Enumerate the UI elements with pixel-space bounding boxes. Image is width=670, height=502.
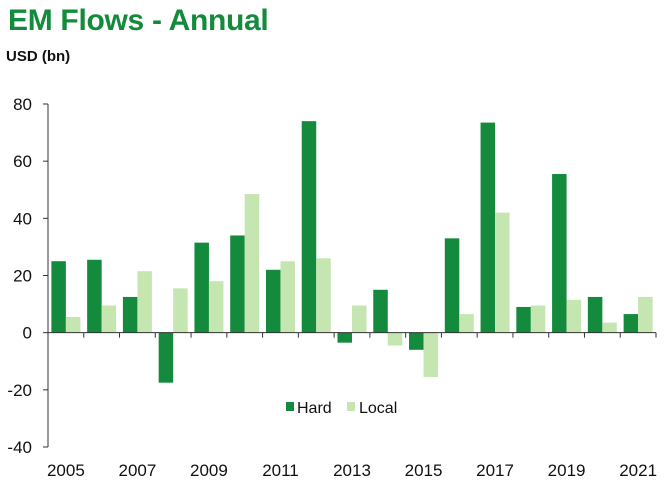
legend: Hard Local	[286, 400, 397, 417]
y-tick-label: -40	[7, 438, 32, 457]
bar-hard-2011	[265, 269, 281, 333]
bar-local-2018	[530, 305, 546, 333]
x-tick-label: 2009	[190, 461, 228, 480]
bar-hard-2008	[158, 332, 174, 383]
bar-local-2016	[459, 314, 474, 333]
legend-label-local: Local	[359, 400, 397, 417]
x-tick-label: 2007	[118, 461, 156, 480]
bar-local-2005	[65, 316, 81, 333]
bar-hard-2012	[301, 121, 317, 333]
bars-layer	[51, 121, 653, 383]
bar-hard-2009	[194, 242, 209, 333]
bar-local-2014	[387, 332, 403, 346]
bar-local-2007	[137, 271, 152, 333]
bar-hard-2017	[480, 122, 496, 333]
bar-hard-2016	[444, 238, 460, 333]
bar-hard-2013	[337, 332, 352, 343]
bar-hard-2006	[87, 259, 102, 333]
y-tick-label: 20	[13, 267, 32, 286]
bar-local-2008	[173, 288, 188, 333]
x-ticks-layer: 2005 2007 2009 2011 2013 2015 2017 2019 2021	[47, 332, 657, 480]
bar-local-2021	[638, 296, 653, 333]
legend-label-hard: Hard	[297, 400, 332, 417]
legend-swatch-local	[347, 402, 355, 411]
bar-hard-2019	[552, 174, 567, 333]
bar-hard-2018	[516, 306, 531, 333]
x-tick-label: 2019	[548, 461, 586, 480]
bar-local-2020	[602, 322, 617, 333]
bar-local-2017	[495, 212, 510, 333]
bar-hard-2014	[373, 289, 388, 333]
bar-local-2013	[352, 305, 367, 333]
x-tick-label: 2015	[405, 461, 443, 480]
bar-hard-2015	[409, 332, 424, 350]
x-tick-label: 2011	[262, 461, 299, 480]
x-tick-label: 2017	[476, 461, 514, 480]
x-tick-label: 2005	[47, 461, 85, 480]
bar-hard-2010	[230, 235, 245, 333]
x-tick-label: 2021	[619, 461, 657, 480]
y-tick-label: 40	[13, 209, 32, 228]
bar-hard-2007	[122, 296, 138, 333]
y-ticks-layer: -40 -20 0 20 40 60 80	[7, 95, 48, 457]
bar-local-2010	[244, 194, 260, 333]
y-tick-label: 0	[23, 324, 32, 343]
chart-title: EM Flows - Annual	[8, 4, 269, 37]
bar-hard-2005	[51, 261, 66, 333]
bar-local-2011	[280, 261, 295, 333]
bar-hard-2020	[587, 296, 603, 333]
bar-local-2009	[208, 281, 224, 333]
y-tick-label: 80	[13, 95, 32, 114]
bar-local-2012	[316, 258, 331, 333]
y-axis-label: USD (bn)	[6, 48, 71, 65]
y-tick-label: -20	[7, 381, 32, 400]
bar-local-2006	[101, 305, 117, 333]
legend-swatch-hard	[286, 402, 294, 411]
x-tick-label: 2013	[333, 461, 371, 480]
bar-local-2015	[423, 332, 439, 377]
bar-hard-2021	[623, 314, 639, 333]
y-tick-label: 60	[13, 152, 32, 171]
bar-local-2019	[566, 299, 582, 333]
